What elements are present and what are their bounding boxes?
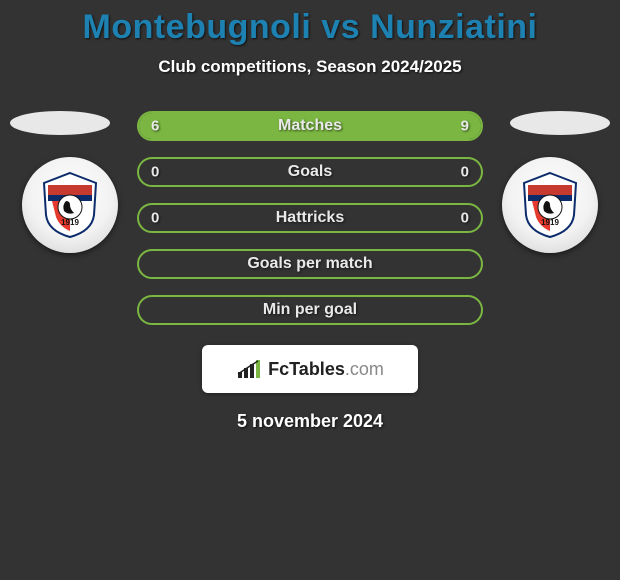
stat-label: Goals bbox=[288, 163, 332, 181]
stat-value-right: 9 bbox=[461, 118, 469, 135]
stat-row: 0 0 Goals bbox=[137, 157, 483, 187]
player2-club-badge: 1919 bbox=[502, 157, 598, 253]
club-crest-icon: 1919 bbox=[520, 171, 580, 239]
stat-row: Goals per match bbox=[137, 249, 483, 279]
stat-value-right: 0 bbox=[461, 210, 469, 227]
player1-club-badge: 1919 bbox=[22, 157, 118, 253]
stat-label: Goals per match bbox=[247, 255, 372, 273]
branding-text: FcTables.com bbox=[268, 359, 384, 380]
stat-rows: 6 9 Matches 0 0 Goals 0 0 Hattricks Goals per mat… bbox=[137, 111, 483, 325]
svg-text:1919: 1919 bbox=[541, 218, 559, 227]
comparison-card: Montebugnoli vs Nunziatini Club competit… bbox=[0, 0, 620, 432]
page-title: Montebugnoli vs Nunziatini bbox=[0, 8, 620, 47]
branding-main: FcTables bbox=[268, 359, 345, 379]
stat-value-left: 0 bbox=[151, 164, 159, 181]
bar-chart-icon bbox=[236, 358, 262, 380]
stats-area: 1919 1919 6 9 Matches 0 0 Goals 0 0 Hattricks Goa… bbox=[0, 111, 620, 325]
stat-label: Hattricks bbox=[276, 209, 344, 227]
stat-row: Min per goal bbox=[137, 295, 483, 325]
branding-box: FcTables.com bbox=[202, 345, 418, 393]
stat-value-left: 6 bbox=[151, 118, 159, 135]
stat-fill-left bbox=[139, 113, 276, 139]
club-crest-icon: 1919 bbox=[40, 171, 100, 239]
player1-name: Montebugnoli bbox=[83, 8, 312, 46]
stat-row: 6 9 Matches bbox=[137, 111, 483, 141]
vs-label: vs bbox=[321, 8, 360, 46]
date-label: 5 november 2024 bbox=[0, 411, 620, 432]
player1-marker bbox=[10, 111, 110, 135]
stat-label: Min per goal bbox=[263, 301, 357, 319]
subtitle: Club competitions, Season 2024/2025 bbox=[0, 57, 620, 77]
player2-name: Nunziatini bbox=[370, 8, 537, 46]
player2-marker bbox=[510, 111, 610, 135]
stat-value-right: 0 bbox=[461, 164, 469, 181]
branding-suffix: .com bbox=[345, 359, 384, 379]
svg-text:1919: 1919 bbox=[61, 218, 79, 227]
stat-value-left: 0 bbox=[151, 210, 159, 227]
stat-label: Matches bbox=[278, 117, 342, 135]
stat-row: 0 0 Hattricks bbox=[137, 203, 483, 233]
